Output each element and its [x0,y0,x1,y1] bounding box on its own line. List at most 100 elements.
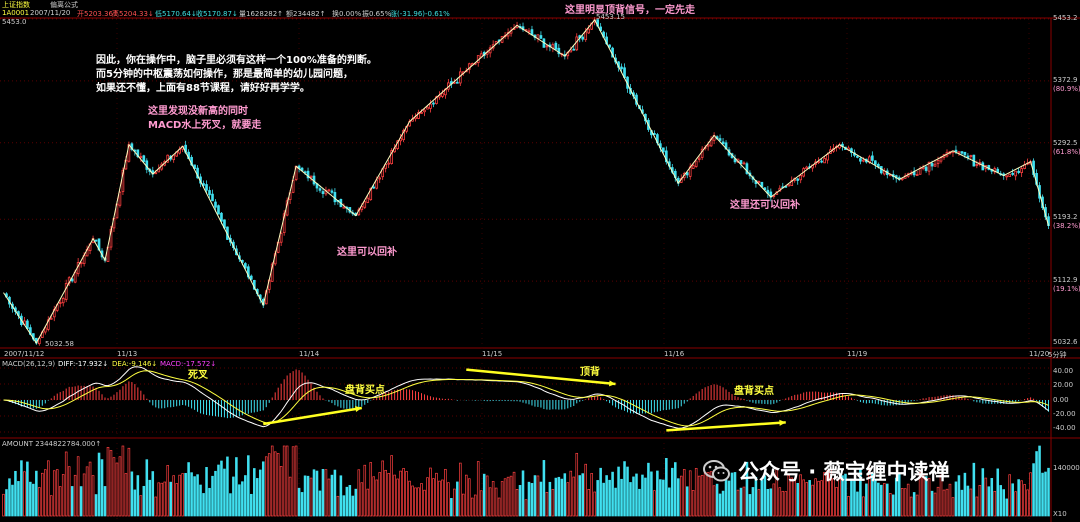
volume-bar [760,480,764,517]
divergence-arrow-2 [666,421,786,432]
volume-bar [817,480,820,517]
volume-bar [202,493,205,517]
candle-body [426,106,429,110]
volume-bar [563,473,567,517]
volume-bar [139,495,143,517]
volume-bar [1023,484,1026,517]
volume-bar [500,481,504,517]
volume-bar [569,470,573,517]
volume-bar [688,470,692,517]
volume-bar [897,473,901,517]
volume-bar [527,481,531,517]
price-tick-5: 5032.6 [1053,338,1078,346]
volume-bar [58,486,62,517]
volume-bar [470,497,474,517]
candle-body [859,158,862,162]
volume-bar [906,483,910,517]
candle-body [691,165,695,169]
volume-bar [853,480,856,517]
volume-bar [357,469,361,517]
volume-bar [211,475,214,517]
volume-bar [396,478,399,517]
date-tick-1: 11/13 [117,350,138,358]
volume-bar [509,475,513,517]
change-value: 涨(-31.96)-0.61% [390,10,450,18]
volume-bar [560,478,564,517]
candle-body [862,159,865,162]
volume-bar [160,482,164,517]
volume-bar [578,475,582,517]
volume-bar [366,488,370,517]
volume-bar [438,480,441,517]
volume-bar [44,469,47,517]
volume-bar [193,476,196,517]
volume-bar [742,486,746,517]
volume-bar [960,489,964,517]
volume-bar [64,451,68,517]
volume-bar [1041,472,1044,517]
volume-bar [1008,474,1011,517]
watermark-text: 公众号 · 薇宝缠中读禅 [738,460,950,484]
volume-bar [829,468,832,517]
volume-bar [503,478,507,517]
volume-bar [611,471,614,517]
volume-bar [390,455,393,517]
volume-bar [787,475,791,517]
volume-bar [987,486,991,517]
volume-bar [781,490,785,517]
candle-body [742,162,746,165]
volume-bar [154,496,158,517]
volume-bar [909,496,913,517]
volume-bar [97,452,101,517]
volume-bar [587,489,590,517]
candle-body [432,102,435,105]
volume-bar [1002,489,1005,517]
candle-body [467,63,471,70]
volume-bar [748,494,752,517]
macd-tick-4: -40.00 [1053,424,1076,432]
volume-bar [348,485,352,517]
volume-bar [276,453,280,517]
candle-body [142,155,146,162]
price-tick-3: 5193.2 [1053,213,1078,221]
volume-bar [247,455,250,517]
volume-bar [554,477,558,517]
candle-body [249,275,253,280]
volume-bar [151,471,155,517]
volume-bar [951,497,955,517]
volume-bar [20,460,23,517]
candle-body [121,169,125,192]
volume-bar [384,469,387,517]
label-bottom-div-1: 盘背买点 [345,385,385,396]
volume-bar [874,478,877,517]
volume-bar [886,483,889,517]
candle-body [572,48,576,51]
volume-bar [1044,471,1047,517]
volume-bar [5,489,8,517]
volume-bar [888,493,892,517]
volume-bar [694,467,698,517]
note-no-new-high-2: MACD水上死叉，就要走 [148,120,262,131]
volume-bar [485,475,489,517]
volume-bar [369,462,373,517]
volume-bar [223,468,226,517]
volume-bar [930,490,934,517]
volume-bar [918,472,922,517]
volume-bar [157,482,161,517]
volume-bar [488,487,492,517]
candle-body [372,186,376,189]
volume-bar [712,485,716,517]
volume-bar [912,492,916,517]
volume-bar [133,489,137,517]
volume-bar [354,488,358,517]
candle-body [721,141,725,145]
volume-bar [23,471,26,517]
volume-bar [226,456,229,517]
candle-body [282,213,286,233]
volume-bar [2,493,5,517]
volume-bar [109,450,113,517]
volume-bar [29,481,32,517]
volume-bar [551,489,555,517]
volume-bar [187,462,190,517]
